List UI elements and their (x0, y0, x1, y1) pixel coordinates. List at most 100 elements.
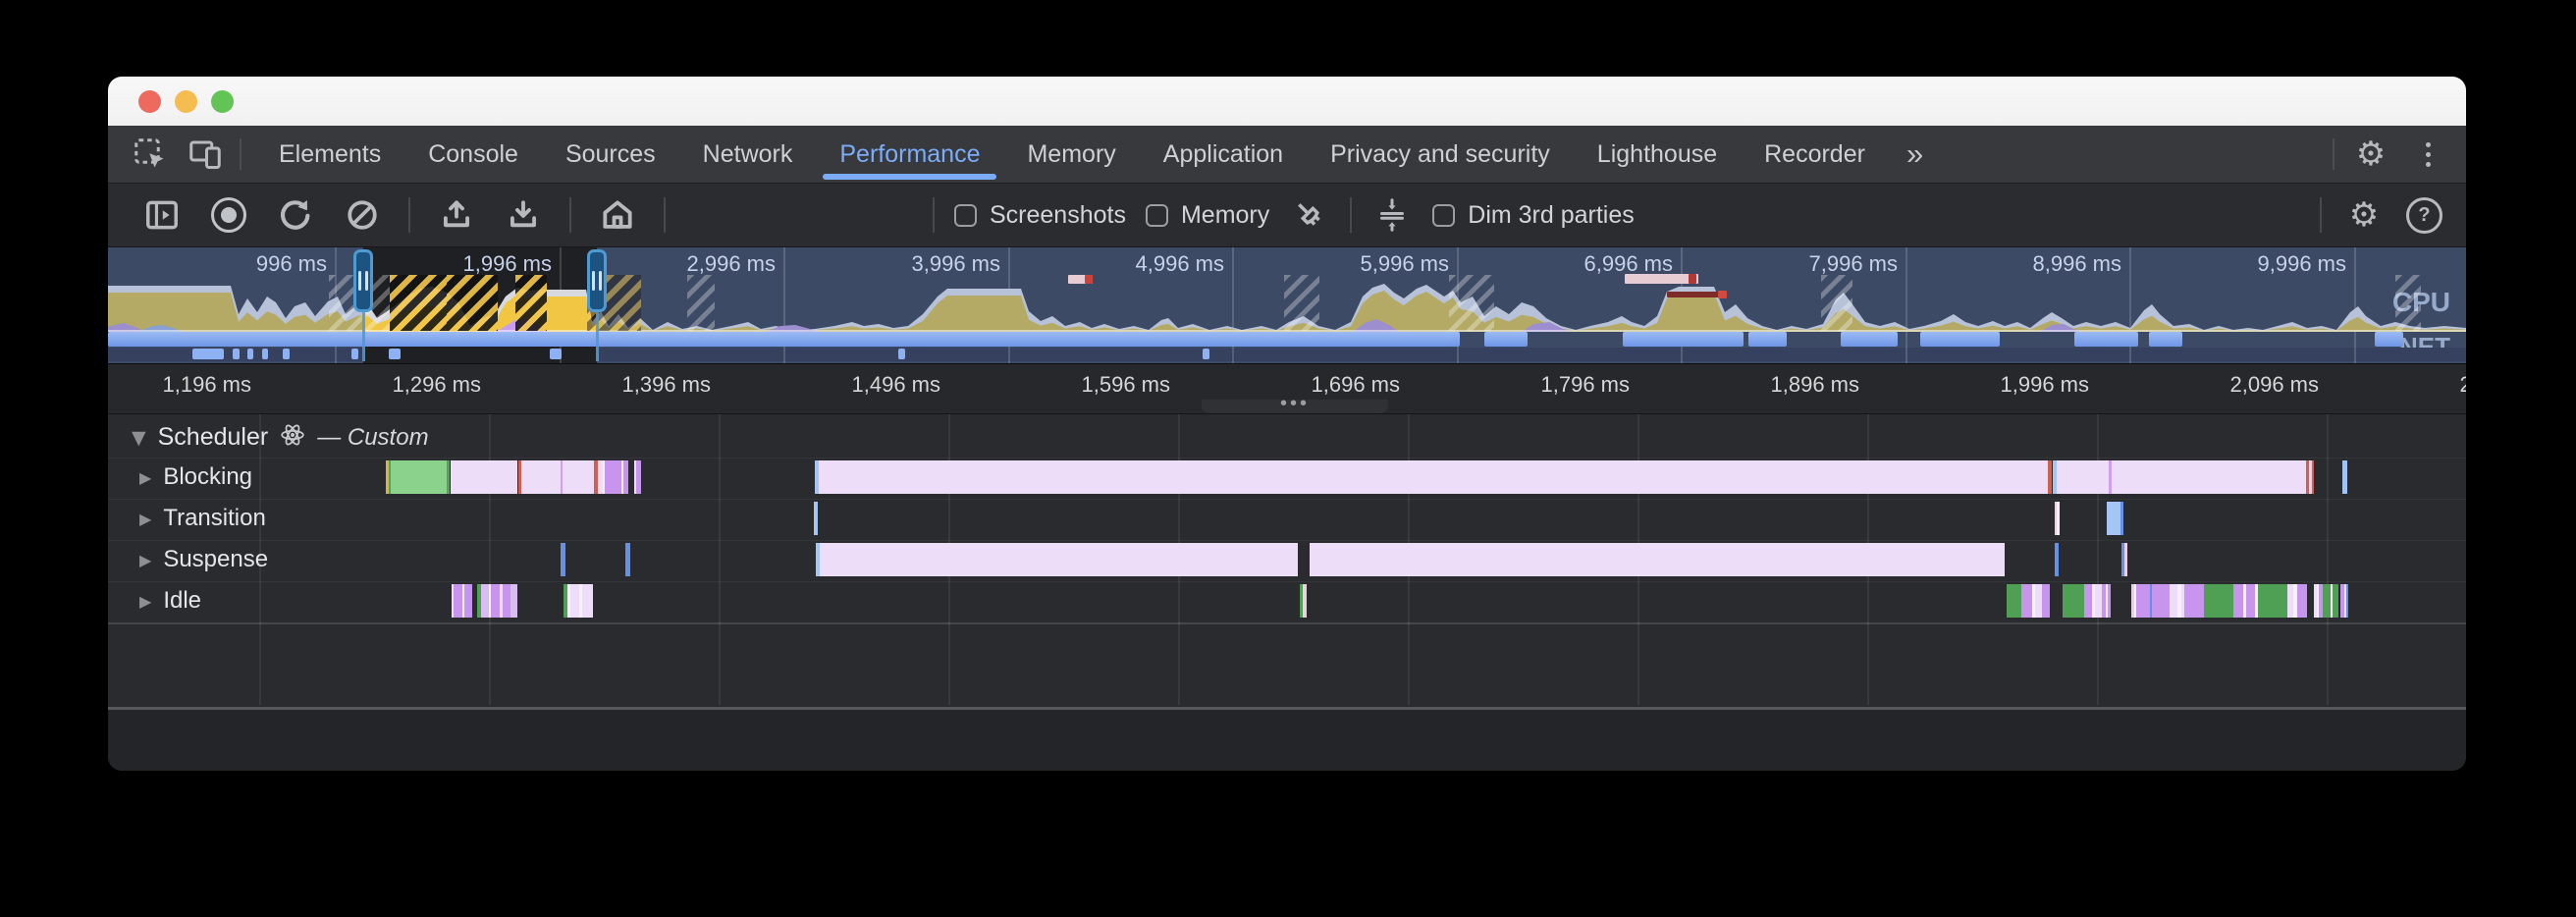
flame-bar-blocking[interactable] (2309, 460, 2312, 494)
flame-bar-idle[interactable] (2021, 584, 2032, 618)
flame-bar-blocking[interactable] (451, 460, 517, 494)
flame-bar-idle[interactable] (2084, 584, 2092, 618)
flame-bar-idle[interactable] (582, 584, 593, 618)
flame-bar-idle[interactable] (2258, 584, 2287, 618)
flame-bar-blocking[interactable] (2306, 460, 2309, 494)
screenshots-checkbox[interactable]: Screenshots (954, 201, 1126, 230)
tab-privacy-and-security[interactable]: Privacy and security (1307, 126, 1574, 183)
titlebar[interactable] (108, 77, 2466, 126)
flame-bar-idle[interactable] (500, 584, 503, 618)
flame-bar-idle[interactable] (567, 584, 570, 618)
flame-bar-idle[interactable] (454, 584, 462, 618)
flame-bar-blocking[interactable] (598, 460, 603, 494)
checkbox[interactable] (954, 203, 977, 227)
flame-bar-idle[interactable] (2181, 584, 2184, 618)
flame-bar-idle[interactable] (2204, 584, 2233, 618)
memory-checkbox[interactable]: Memory (1145, 201, 1269, 230)
panel-splitter-handle[interactable]: ••• (1202, 394, 1388, 413)
upload-icon[interactable] (436, 194, 477, 236)
tab-sources[interactable]: Sources (542, 126, 679, 183)
device-toolbar-icon[interactable] (185, 134, 226, 175)
flame-bar-blocking[interactable] (603, 460, 605, 494)
flame-bar-idle[interactable] (2297, 584, 2307, 618)
flame-bar-suspense[interactable] (2124, 543, 2127, 576)
track-row-transition[interactable]: ▶ Transition (139, 505, 266, 532)
flame-bar-idle[interactable] (489, 584, 491, 618)
expand-arrow-icon[interactable]: ▶ (139, 509, 152, 528)
flame-bar-suspense[interactable] (820, 543, 1298, 576)
flame-bar-idle[interactable] (2007, 584, 2021, 618)
collapse-icon[interactable] (1371, 194, 1413, 236)
flame-bar-transition[interactable] (2120, 502, 2123, 535)
flame-bar-idle[interactable] (2152, 584, 2170, 618)
flame-bar-transition[interactable] (2055, 502, 2057, 535)
flame-bar-suspense[interactable] (816, 543, 820, 576)
flame-bar-idle[interactable] (2317, 584, 2319, 618)
clear-icon[interactable] (342, 194, 383, 236)
flame-bar-idle[interactable] (464, 584, 472, 618)
flame-bar-blocking[interactable] (2057, 460, 2109, 494)
flame-bar-idle[interactable] (2106, 584, 2108, 618)
flame-bar-suspense[interactable] (561, 543, 565, 576)
capture-settings-gear-icon[interactable]: ⚙ (2348, 195, 2380, 235)
flame-bar-idle[interactable] (2177, 584, 2181, 618)
flame-bar-idle[interactable] (481, 584, 489, 618)
inspect-icon[interactable] (130, 134, 171, 175)
toggle-sidebar-icon[interactable] (141, 194, 183, 236)
settings-gear-icon[interactable]: ⚙ (2355, 135, 2387, 174)
flame-bar-idle[interactable] (477, 584, 481, 618)
flame-bar-idle[interactable] (2102, 584, 2106, 618)
tab-lighthouse[interactable]: Lighthouse (1574, 126, 1741, 183)
reload-icon[interactable] (275, 194, 316, 236)
collapse-arrow-icon[interactable]: ▼ (132, 426, 146, 449)
flame-bar-idle[interactable] (2035, 584, 2042, 618)
flame-bar-idle[interactable] (2184, 584, 2204, 618)
flame-bar-transition[interactable] (2107, 502, 2120, 535)
flame-bar-suspense[interactable] (2055, 543, 2059, 576)
flame-bar-idle[interactable] (2243, 584, 2246, 618)
flame-bar-idle[interactable] (2319, 584, 2323, 618)
flame-bar-idle[interactable] (491, 584, 500, 618)
download-icon[interactable] (503, 194, 544, 236)
flame-bar-blocking[interactable] (636, 460, 641, 494)
flame-bar-idle[interactable] (2333, 584, 2338, 618)
expand-arrow-icon[interactable]: ▶ (139, 591, 152, 611)
flame-bar-idle[interactable] (2108, 584, 2111, 618)
track-row-blocking[interactable]: ▶ Blocking (139, 463, 252, 491)
tab-elements[interactable]: Elements (255, 126, 404, 183)
flame-bar-idle[interactable] (2131, 584, 2134, 618)
flame-bar-idle[interactable] (2340, 584, 2344, 618)
flame-bar-blocking[interactable] (594, 460, 598, 494)
horizontal-splitter[interactable] (108, 707, 2466, 710)
flame-bar-idle[interactable] (2170, 584, 2177, 618)
track-row-idle[interactable]: ▶ Idle (139, 587, 201, 615)
tab-performance[interactable]: Performance (816, 126, 1003, 183)
flame-bar-idle[interactable] (564, 584, 567, 618)
flame-bar-idle[interactable] (2293, 584, 2297, 618)
flame-bar-blocking[interactable] (389, 460, 391, 494)
flame-bar-idle[interactable] (579, 584, 582, 618)
flame-bar-blocking[interactable] (447, 460, 450, 494)
flame-bar-idle[interactable] (2063, 584, 2084, 618)
flame-bar-suspense[interactable] (1310, 543, 2005, 576)
flame-bar-idle[interactable] (2287, 584, 2293, 618)
flame-bar-blocking[interactable] (2053, 460, 2057, 494)
flame-bar-blocking[interactable] (386, 460, 389, 494)
help-icon[interactable]: ? (2406, 196, 2442, 234)
flame-bar-blocking[interactable] (605, 460, 621, 494)
flame-bar-idle[interactable] (452, 584, 454, 618)
close-window-button[interactable] (138, 90, 161, 113)
flame-bar-idle[interactable] (1303, 584, 1307, 618)
flame-bar-blocking[interactable] (2048, 460, 2052, 494)
home-icon[interactable] (597, 194, 638, 236)
track-header-scheduler[interactable]: ▼ Scheduler — Custom (132, 422, 429, 453)
flame-bar-blocking[interactable] (391, 460, 447, 494)
selection-handle-left[interactable] (353, 249, 373, 312)
flame-bar-idle[interactable] (2150, 584, 2152, 618)
flame-bar-blocking[interactable] (518, 460, 521, 494)
checkbox[interactable] (1432, 203, 1456, 227)
flame-bar-blocking[interactable] (521, 460, 561, 494)
flame-bar-idle[interactable] (2092, 584, 2095, 618)
flame-bar-idle[interactable] (2331, 584, 2333, 618)
flame-bar-idle[interactable] (2042, 584, 2050, 618)
